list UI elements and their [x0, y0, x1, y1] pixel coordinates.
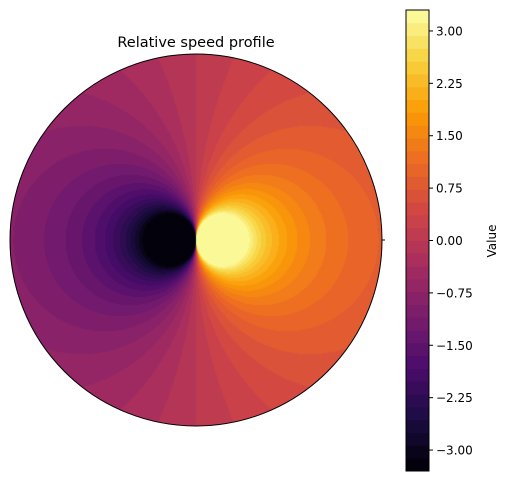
colorbar-band	[406, 86, 429, 101]
colorbar-band	[406, 202, 429, 216]
colorbar-band	[406, 61, 429, 75]
colorbar-band	[406, 304, 429, 318]
contour-field	[10, 54, 382, 426]
colorbar-band	[406, 253, 429, 267]
colorbar-band	[406, 317, 429, 331]
colorbar-band	[406, 381, 429, 395]
colorbar-band	[406, 394, 429, 408]
colorbar-tick-label: −3.00	[436, 444, 473, 458]
colorbar-label: Value	[485, 225, 499, 258]
colorbar-band	[406, 112, 429, 126]
colorbar-band	[406, 214, 429, 229]
colorbar-band	[406, 278, 429, 293]
colorbar-tick-label: −1.50	[436, 339, 473, 353]
colorbar-band	[406, 138, 429, 152]
colorbar-tick-label: 3.00	[436, 24, 463, 38]
colorbar-band	[406, 99, 429, 113]
colorbar-band	[406, 163, 429, 177]
colorbar-band	[406, 432, 429, 446]
colorbar-band	[406, 445, 429, 459]
colorbar-band	[406, 291, 429, 305]
colorbar-tick-label: −2.25	[436, 391, 473, 405]
colorbar-band	[406, 10, 429, 24]
colorbar-band	[406, 266, 429, 280]
polar-plot-area	[10, 54, 382, 426]
colorbar-band	[406, 74, 429, 88]
colorbar-band	[406, 368, 429, 382]
colorbar-band	[406, 342, 429, 357]
colorbar-band	[406, 227, 429, 241]
colorbar-band	[406, 355, 429, 369]
colorbar-band	[406, 406, 429, 421]
colorbar-band	[406, 176, 429, 190]
colorbar-band	[406, 240, 429, 254]
colorbar-band	[406, 48, 429, 62]
colorbar-band	[406, 189, 429, 203]
chart-title: Relative speed profile	[117, 35, 274, 51]
colorbar-tick-label: 0.75	[436, 182, 463, 196]
colorbar-band	[406, 150, 429, 165]
colorbar-band	[406, 35, 429, 49]
colorbar-tick-label: −0.75	[436, 286, 473, 300]
colorbar-tick-label: 1.50	[436, 129, 463, 143]
colorbar: 3.00 2.25 1.50 0.75 0.00 −0.75 −1.50 −2.25 −3.00	[405, 9, 473, 472]
colorbar-band	[406, 330, 429, 344]
colorbar-band	[406, 125, 429, 139]
colorbar-tick-label: 2.25	[436, 77, 463, 91]
colorbar-tick-label: 0.00	[436, 234, 463, 248]
colorbar-band	[406, 419, 429, 433]
colorbar-band	[406, 22, 429, 37]
colorbar-band	[406, 458, 429, 472]
